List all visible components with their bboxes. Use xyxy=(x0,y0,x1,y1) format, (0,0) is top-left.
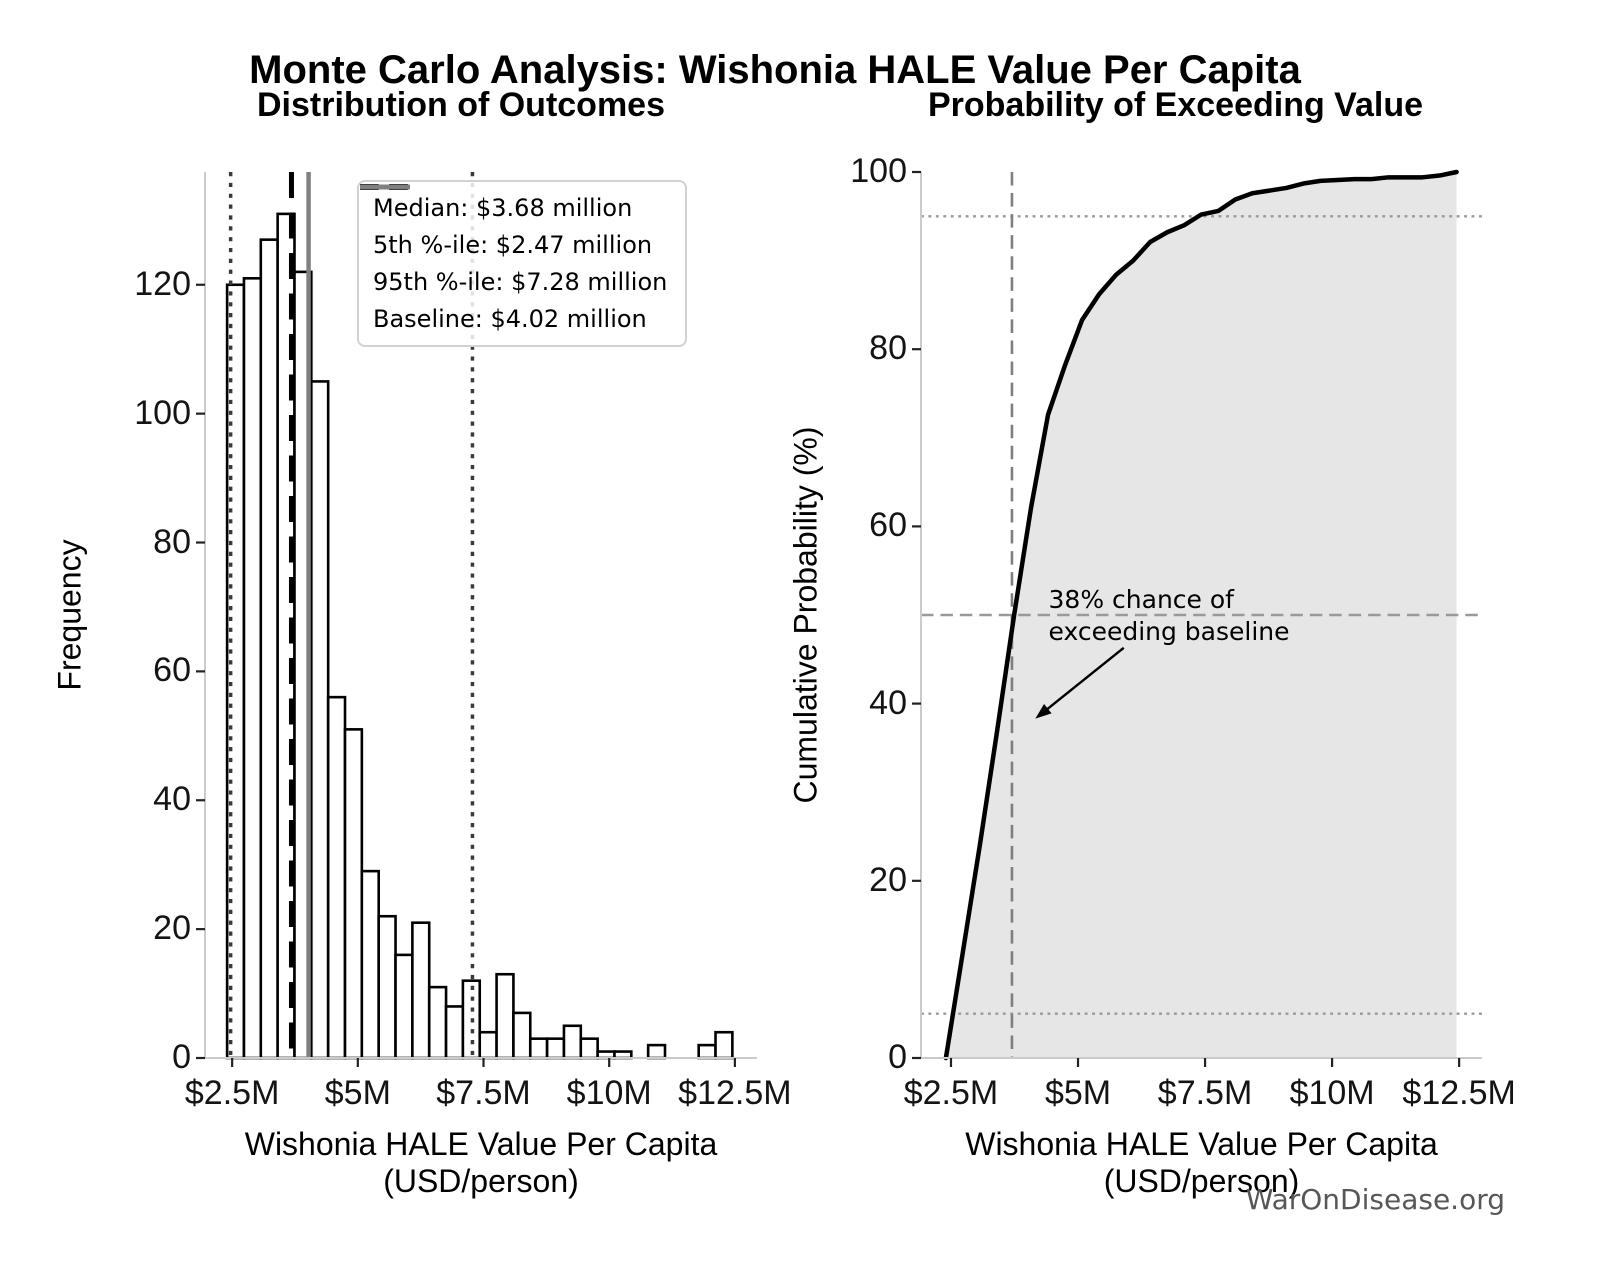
histogram-bar xyxy=(377,914,397,1060)
x-tick-label: $5M xyxy=(1044,1074,1112,1112)
y-tick-label: 100 xyxy=(850,152,907,190)
histogram-bar xyxy=(512,1011,532,1060)
y-tick-label: 40 xyxy=(153,780,191,819)
histogram-bar xyxy=(394,953,414,1060)
watermark: WarOnDisease.org xyxy=(1245,1183,1505,1216)
y-tick-label: 0 xyxy=(888,1038,907,1076)
x-tick-label: $10M xyxy=(1289,1074,1375,1112)
legend-swatch-line-icon xyxy=(360,184,410,190)
x-tick-label: $2.5M xyxy=(184,1074,280,1112)
cdf-title: Probability of Exceeding Value xyxy=(927,86,1424,124)
histogram-yaxis-label: Frequency xyxy=(51,539,88,691)
histogram-bar xyxy=(495,972,515,1060)
y-tick-label: 120 xyxy=(134,264,191,303)
y-tick-label: 60 xyxy=(153,651,191,690)
legend-item-label: Median: $3.68 million xyxy=(373,194,633,222)
histogram-bar xyxy=(343,728,364,1060)
annotation-arrow-shaft xyxy=(1043,646,1125,713)
histogram-bar xyxy=(259,238,279,1060)
x-tick-label: $2.5M xyxy=(903,1074,999,1112)
y-tick-label: 20 xyxy=(153,909,191,948)
legend-item-label: 5th %-ile: $2.47 million xyxy=(373,231,653,259)
cdf-curve xyxy=(943,169,1459,1061)
histogram-title: Distribution of Outcomes xyxy=(257,86,665,124)
histogram-bar xyxy=(528,1037,549,1060)
histogram-xaxis-label: Wishonia HALE Value Per Capita (USD/pers… xyxy=(244,1126,718,1199)
legend-item: Median: $3.68 million xyxy=(360,184,667,222)
cdf-yaxis-label: Cumulative Probability (%) xyxy=(787,426,824,804)
legend-item: Baseline: $4.02 million xyxy=(360,184,667,333)
histogram-bar xyxy=(427,985,448,1060)
histogram-bar xyxy=(478,1030,498,1060)
y-tick-label: 60 xyxy=(869,506,907,545)
histogram-bar xyxy=(444,1005,465,1060)
y-tick-label: 40 xyxy=(869,683,907,722)
x-tick-label: $12.5M xyxy=(1402,1074,1516,1112)
histogram-axes: Median: $3.68 million 5th %-ile: $2.47 mi… xyxy=(134,172,792,1112)
histogram-bar xyxy=(360,869,380,1060)
x-tick-label: $10M xyxy=(566,1074,652,1112)
histogram-bar xyxy=(242,277,263,1060)
legend-item: 5th %-ile: $2.47 million xyxy=(360,185,667,259)
x-tick-label: $5M xyxy=(324,1074,391,1112)
histogram-bar xyxy=(579,1037,599,1060)
histogram-bar xyxy=(310,380,330,1060)
histogram-bar xyxy=(562,1024,583,1060)
legend-item: 95th %-ile: $7.28 million xyxy=(360,185,668,296)
histogram-bar xyxy=(411,921,431,1060)
cdf-axes: 38% chance of exceeding baseline $2.5M $5M $… xyxy=(850,152,1516,1112)
y-tick-label: 100 xyxy=(134,393,191,432)
x-tick-label: $12.5M xyxy=(678,1074,792,1112)
histogram-bar xyxy=(697,1043,717,1060)
cdf-plot xyxy=(912,169,1482,1067)
figure-title: Monte Carlo Analysis: Wishonia HALE Valu… xyxy=(249,48,1301,92)
y-tick-label: 0 xyxy=(172,1038,191,1076)
legend-item-label: Baseline: $4.02 million xyxy=(373,305,647,333)
histogram-bar xyxy=(326,695,347,1060)
x-tick-label: $7.5M xyxy=(436,1074,531,1112)
histogram-bar xyxy=(545,1037,566,1060)
cdf-xaxis-label: Wishonia HALE Value Per Capita (USD/pers… xyxy=(965,1126,1438,1199)
annotation-arrow-head xyxy=(1035,703,1052,719)
histogram-bar xyxy=(714,1030,734,1060)
y-tick-label: 80 xyxy=(153,522,191,561)
legend-box: Median: $3.68 million 5th %-ile: $2.47 mi… xyxy=(357,180,688,347)
cdf-annotation-text: 38% chance of exceeding baseline xyxy=(1048,584,1290,647)
histogram-plot xyxy=(196,172,757,1067)
legend-item-label: 95th %-ile: $7.28 million xyxy=(373,268,668,296)
x-tick-label: $7.5M xyxy=(1157,1074,1253,1112)
histogram-bar xyxy=(646,1043,667,1060)
y-tick-label: 80 xyxy=(869,329,907,368)
y-tick-label: 20 xyxy=(869,860,907,899)
